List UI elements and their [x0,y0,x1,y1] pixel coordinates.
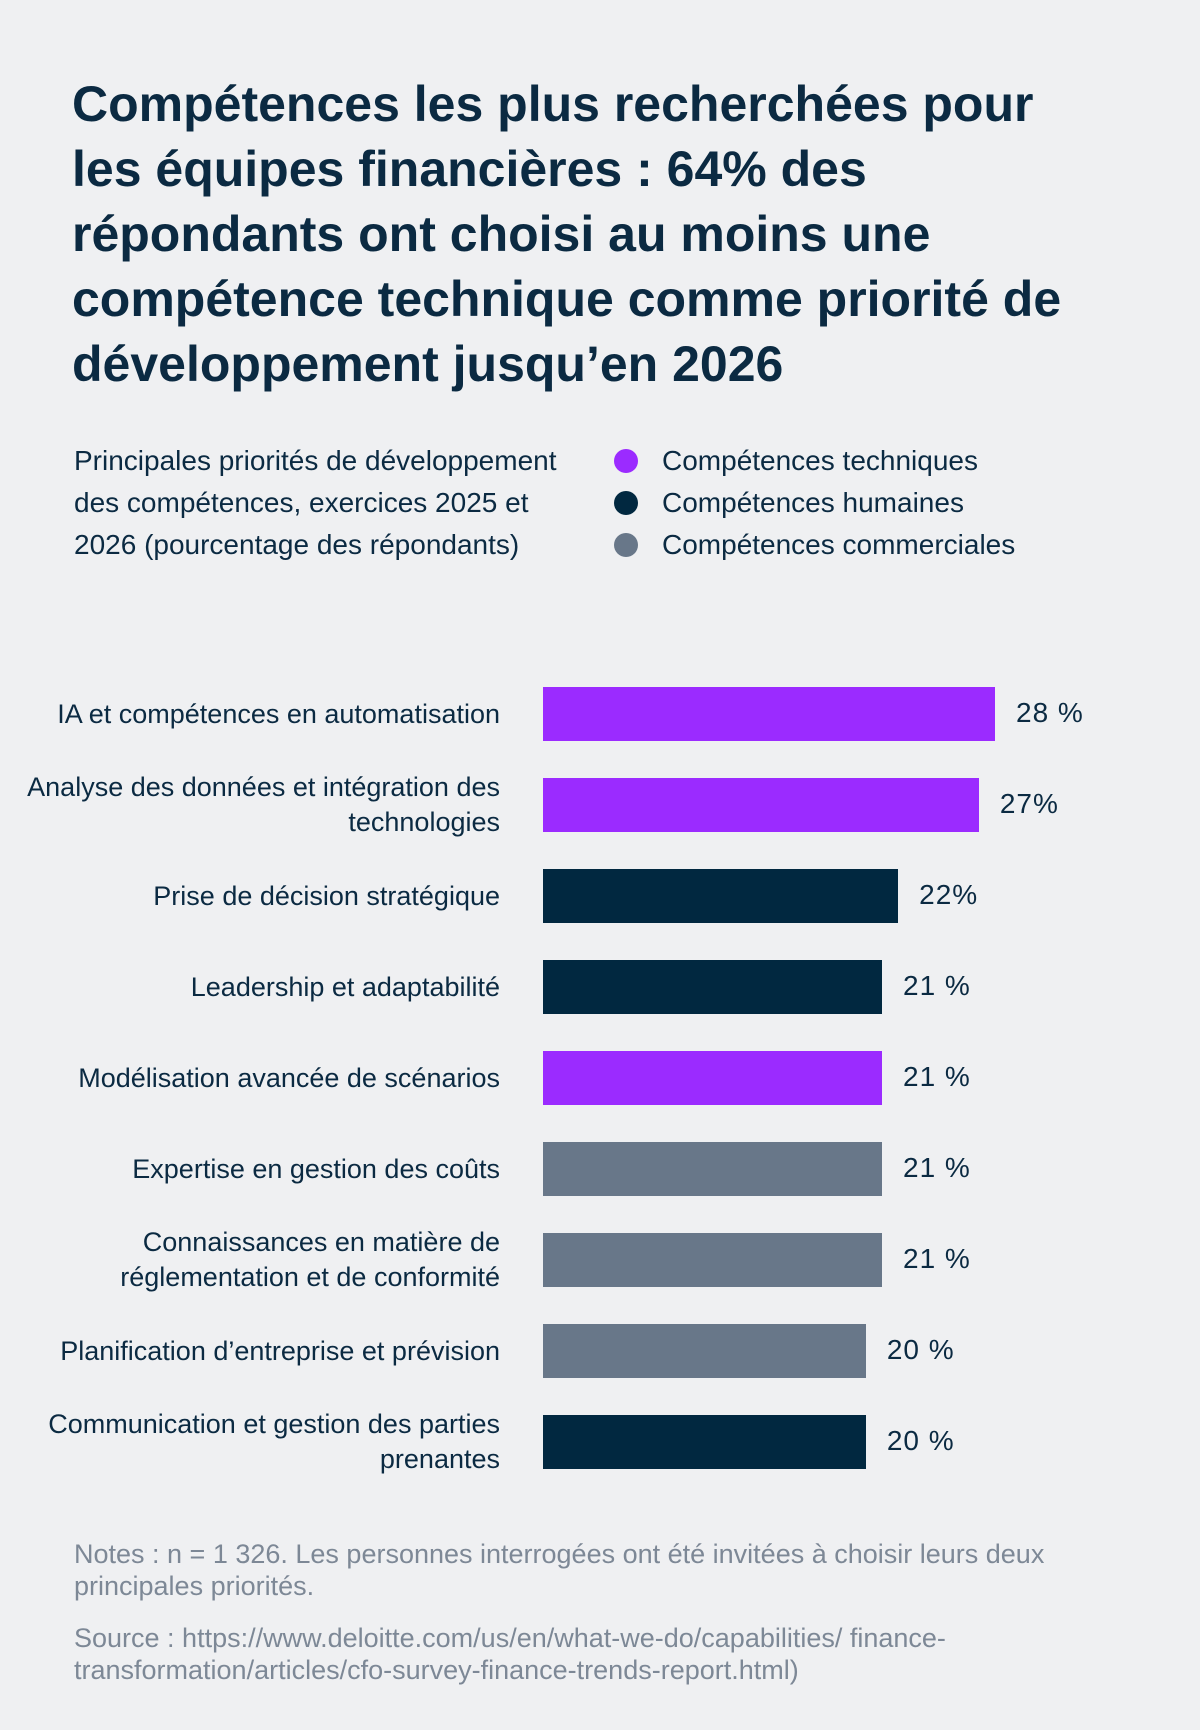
category-label: Communication et gestion des parties pre… [48,1409,500,1474]
value-label: 21 % [903,1243,971,1274]
value-label: 27% [999,788,1059,819]
legend-dot-techniques [614,449,638,473]
category-label: Modélisation avancée de scénarios [78,1062,500,1093]
value-label: 21 % [903,1061,971,1092]
value-label: 20 % [886,1334,955,1365]
legend-item-humaines: Compétences humaines [614,482,1015,524]
bar [543,778,979,832]
value-label: 22% [919,879,979,910]
bar [543,869,899,923]
category-label: Expertise en gestion des coûts [132,1153,500,1184]
legend-label: Compétences commerciales [662,529,1016,560]
bar [543,960,882,1014]
source: Source : https://www.deloitte.com/us/en/… [74,1623,946,1685]
legend-item-techniques: Compétences techniques [614,440,1015,482]
legend-dot-commerciales [614,533,638,557]
bar [543,1142,882,1196]
category-label: Connaissances en matière de réglementati… [120,1227,500,1292]
bar [543,1233,882,1287]
bar [543,1415,866,1469]
legend-item-commerciales: Compétences commerciales [614,524,1015,566]
legend-label: Compétences humaines [662,487,964,518]
notes: Notes : n = 1 326. Les personnes interro… [74,1539,1045,1601]
category-label: IA et compétences en automatisation [57,698,500,729]
value-label: 28 % [1016,697,1084,728]
value-label: 20 % [886,1425,955,1456]
bar [543,1051,882,1105]
legend-label: Compétences techniques [662,445,978,476]
bar [543,687,995,741]
value-label: 21 % [903,970,971,1001]
value-label: 21 % [903,1152,971,1183]
chart-title: Compétences les plus recherchées pour le… [72,76,1062,392]
category-label: Leadership et adaptabilité [190,971,500,1002]
chart-subtitle: Principales priorités de développement d… [74,445,557,560]
category-label: Analyse des données et intégration des t… [27,772,500,837]
bar [543,1324,866,1378]
category-label: Prise de décision stratégique [153,880,500,911]
legend-dot-humaines [614,491,638,515]
category-label: Planification d’entreprise et prévision [60,1335,500,1366]
legend: Compétences techniques Compétences humai… [614,440,1015,566]
